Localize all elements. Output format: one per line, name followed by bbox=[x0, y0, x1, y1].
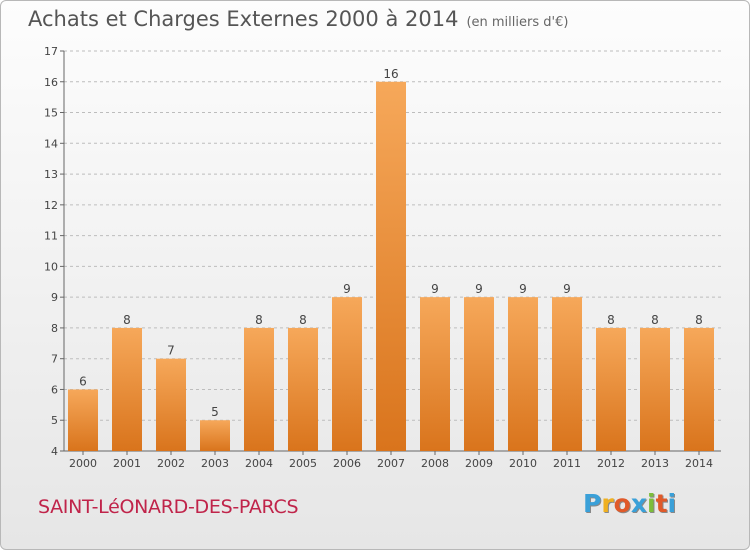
data-label-2011: 9 bbox=[563, 282, 571, 296]
bar-2002 bbox=[156, 358, 186, 451]
bar-2012 bbox=[596, 327, 626, 451]
bar-2014 bbox=[684, 327, 714, 451]
bar-2005 bbox=[288, 327, 318, 451]
y-tick-label: 6 bbox=[51, 383, 58, 396]
x-tick-label-2013: 2013 bbox=[641, 457, 669, 470]
bar-2007 bbox=[376, 81, 406, 452]
x-tick-label-2000: 2000 bbox=[69, 457, 97, 470]
axes: 4 5 6 7 8 9 10 11 12 13 14 15 16 17 2000 2001 2002 2003 20… bbox=[44, 45, 721, 470]
x-tick-label-2002: 2002 bbox=[157, 457, 185, 470]
y-tick-label: 10 bbox=[44, 260, 58, 273]
data-label-2000: 6 bbox=[79, 374, 87, 388]
bar-2006 bbox=[332, 297, 362, 451]
x-tick-label-2010: 2010 bbox=[509, 457, 537, 470]
x-tick-label-2001: 2001 bbox=[113, 457, 141, 470]
commune-name: SAINT-LéONARD-DES-PARCS bbox=[38, 496, 299, 518]
data-label-2009: 9 bbox=[475, 282, 483, 296]
y-tick-label: 9 bbox=[51, 291, 58, 304]
bar-2011 bbox=[552, 297, 582, 451]
proxiti-logo: Proxiti bbox=[583, 489, 693, 523]
data-label-2006: 9 bbox=[343, 282, 351, 296]
x-tick-label-2009: 2009 bbox=[465, 457, 493, 470]
x-tick-label-2003: 2003 bbox=[201, 457, 229, 470]
chart-title-text: Achats et Charges Externes 2000 à 2014 bbox=[28, 7, 459, 31]
logo-letter: i bbox=[647, 489, 656, 518]
logo-letter: t bbox=[655, 489, 668, 518]
bar-2010 bbox=[508, 297, 538, 451]
y-tick-label: 7 bbox=[51, 353, 58, 366]
x-tick-label-2007: 2007 bbox=[377, 457, 405, 470]
data-label-2013: 8 bbox=[651, 313, 659, 327]
bar-2003 bbox=[200, 420, 230, 451]
logo-letter: x bbox=[630, 489, 647, 518]
x-tick-label-2014: 2014 bbox=[685, 457, 713, 470]
data-label-2001: 8 bbox=[123, 313, 131, 327]
y-tick-label: 16 bbox=[44, 76, 58, 89]
bar-2009 bbox=[464, 297, 494, 451]
y-tick-label: 15 bbox=[44, 107, 58, 120]
data-label-2005: 8 bbox=[299, 313, 307, 327]
x-tick-label-2008: 2008 bbox=[421, 457, 449, 470]
bars bbox=[68, 81, 714, 452]
y-tick-label: 13 bbox=[44, 168, 58, 181]
bar-2008 bbox=[420, 297, 450, 451]
chart-subtitle: (en milliers d'€) bbox=[466, 15, 569, 30]
data-label-2014: 8 bbox=[695, 313, 703, 327]
y-tick-label: 5 bbox=[51, 414, 58, 427]
logo-letter: i bbox=[667, 489, 677, 518]
chart-title: Achats et Charges Externes 2000 à 2014 (e… bbox=[28, 7, 568, 31]
bar-2001 bbox=[112, 327, 142, 451]
x-tick-label-2004: 2004 bbox=[245, 457, 273, 470]
logo-letter: r bbox=[601, 489, 614, 518]
y-tick-label: 14 bbox=[44, 137, 58, 150]
x-tick-label-2006: 2006 bbox=[333, 457, 361, 470]
y-tick-label: 4 bbox=[51, 445, 58, 458]
data-label-2008: 9 bbox=[431, 282, 439, 296]
x-tick-label-2012: 2012 bbox=[597, 457, 625, 470]
logo-letter: o bbox=[613, 489, 631, 518]
data-label-2012: 8 bbox=[607, 313, 615, 327]
bar-2000 bbox=[68, 389, 98, 451]
logo-letter: P bbox=[583, 489, 602, 518]
data-label-2003: 5 bbox=[211, 405, 219, 419]
data-label-2002: 7 bbox=[167, 344, 175, 358]
x-tick-label-2005: 2005 bbox=[289, 457, 317, 470]
bar-2004 bbox=[244, 327, 274, 451]
bar-2013 bbox=[640, 327, 670, 451]
y-tick-label: 8 bbox=[51, 322, 58, 335]
data-label-2004: 8 bbox=[255, 313, 263, 327]
data-label-2007: 16 bbox=[383, 67, 398, 81]
y-tick-label: 11 bbox=[44, 230, 58, 243]
y-tick-label: 17 bbox=[44, 45, 58, 58]
data-labels: 6 8 7 5 8 8 9 16 9 9 9 9 8 8 8 bbox=[79, 67, 703, 419]
data-label-2010: 9 bbox=[519, 282, 527, 296]
x-tick-label-2011: 2011 bbox=[553, 457, 581, 470]
y-tick-label: 12 bbox=[44, 199, 58, 212]
